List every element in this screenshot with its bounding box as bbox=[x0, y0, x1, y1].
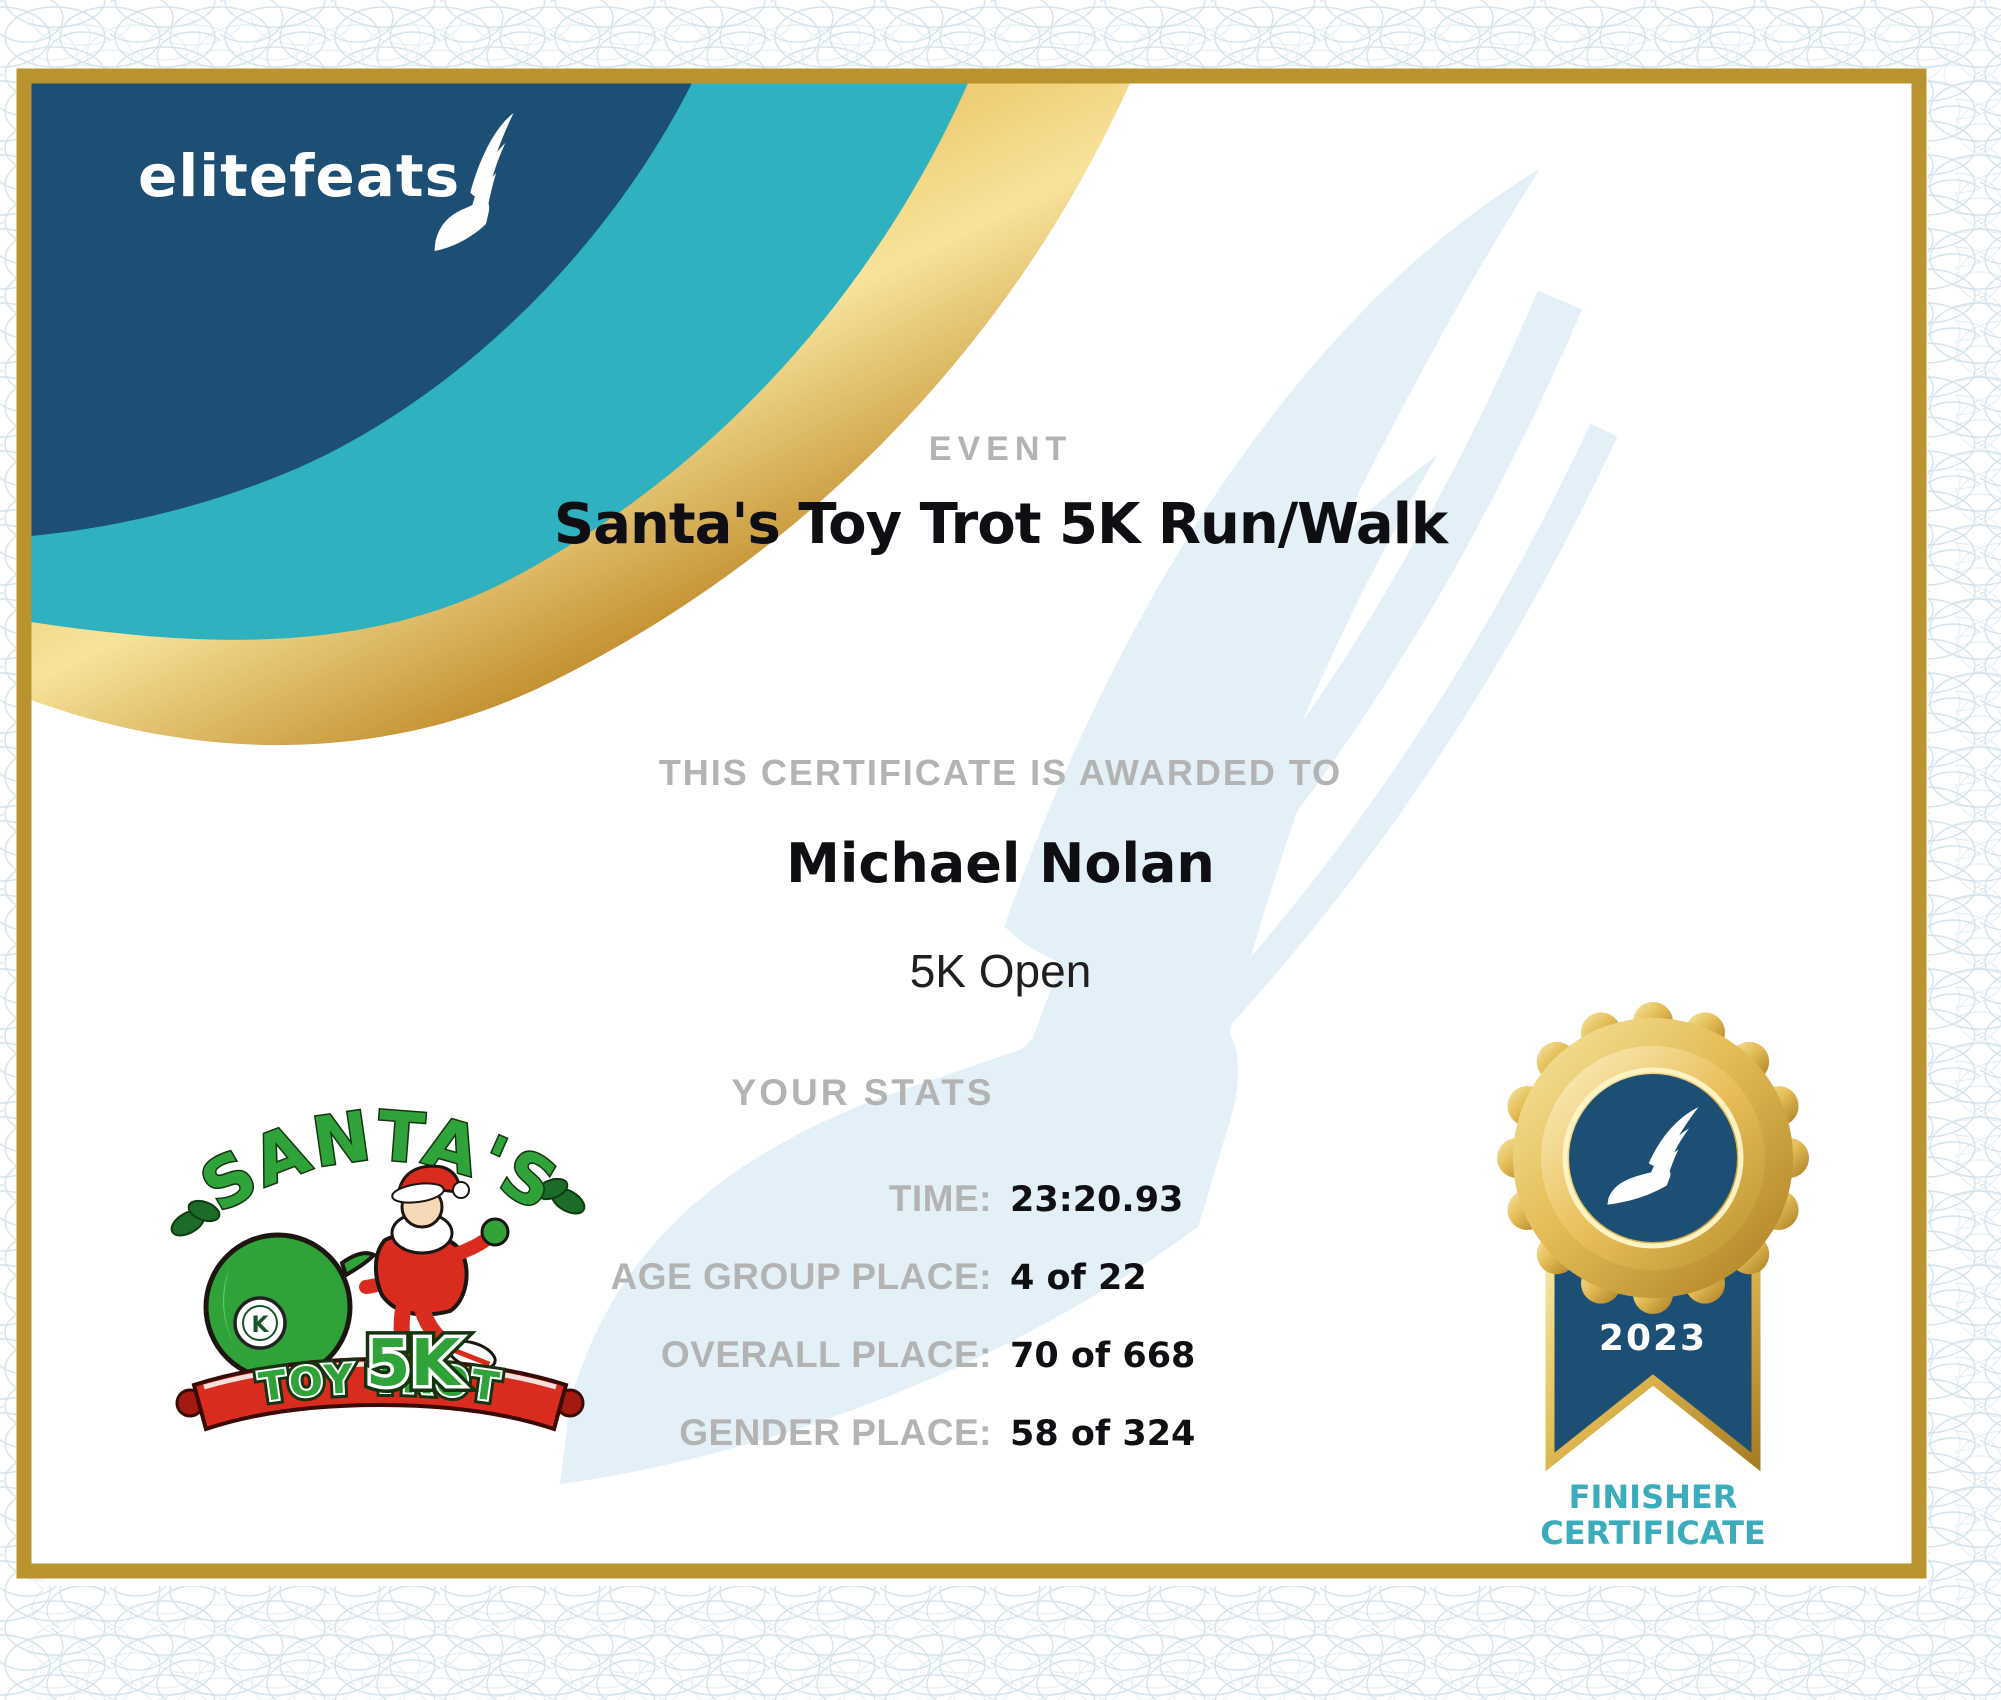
badge-letter: K bbox=[251, 1313, 269, 1338]
svg-text:5K: 5K bbox=[366, 1327, 463, 1401]
finisher-caption-line2: CERTIFICATE bbox=[1540, 1514, 1766, 1552]
stat-value: 23:20.93 bbox=[1010, 1180, 1184, 1220]
division-name: 5K Open bbox=[909, 945, 1092, 997]
gold-frame bbox=[16, 68, 1927, 1579]
distance-text: 5K 5K 5K bbox=[359, 1320, 470, 1408]
brand-winged-foot-icon bbox=[434, 113, 514, 251]
medal-rosette bbox=[1497, 1002, 1809, 1314]
recipient-name: Michael Nolan bbox=[786, 832, 1215, 895]
stat-value: 4 of 22 bbox=[1010, 1258, 1147, 1298]
finisher-caption-line1: FINISHER bbox=[1569, 1478, 1738, 1516]
stat-label: GENDER PLACE: bbox=[679, 1412, 992, 1453]
stat-value: 58 of 324 bbox=[1010, 1414, 1196, 1454]
medal-year: 2023 bbox=[1599, 1318, 1707, 1359]
stats-list: TIME: 23:20.93 AGE GROUP PLACE: 4 of 22 … bbox=[300, 1176, 1196, 1488]
kiwanis-badge: K bbox=[233, 1296, 287, 1350]
finisher-medal: 2023 FINISHER CERTIFI bbox=[1497, 1002, 1809, 1552]
event-label: EVENT bbox=[928, 430, 1073, 468]
medal-ribbon: 2023 bbox=[1545, 1250, 1761, 1472]
header-curves bbox=[31, 83, 1130, 746]
navy-curve bbox=[31, 83, 692, 536]
stats-row-age-group-place: AGE GROUP PLACE: 4 of 22 bbox=[300, 1254, 1195, 1301]
brand-wordmark: elitefeats bbox=[138, 142, 461, 210]
event-title: Santa's Toy Trot 5K Run/Walk bbox=[553, 492, 1448, 557]
stats-row-time: TIME: 23:20.93 bbox=[300, 1176, 1195, 1223]
winged-foot-watermark-icon bbox=[559, 168, 1618, 1485]
logo-arc-text: SANTA'S bbox=[188, 1097, 571, 1228]
holly-icon bbox=[170, 1177, 586, 1237]
santas-toy-trot-logo: SANTA'S K bbox=[170, 1095, 586, 1432]
svg-text:5K: 5K bbox=[366, 1327, 463, 1401]
svg-text:5K: 5K bbox=[366, 1327, 463, 1401]
stats-row-gender-place: GENDER PLACE: 58 of 324 bbox=[300, 1410, 1195, 1457]
stat-value: 70 of 668 bbox=[1010, 1336, 1196, 1376]
toy-trot-banner: TOY TROT TOY TROT bbox=[175, 1351, 585, 1432]
stat-label: OVERALL PLACE: bbox=[660, 1334, 992, 1375]
awarded-caption: THIS CERTIFICATE IS AWARDED TO bbox=[658, 752, 1343, 793]
stats-heading: YOUR STATS bbox=[731, 1072, 995, 1113]
stat-label: TIME: bbox=[888, 1178, 992, 1219]
stat-label: AGE GROUP PLACE: bbox=[610, 1256, 992, 1297]
stats-row-overall-place: OVERALL PLACE: 70 of 668 bbox=[300, 1332, 1196, 1379]
